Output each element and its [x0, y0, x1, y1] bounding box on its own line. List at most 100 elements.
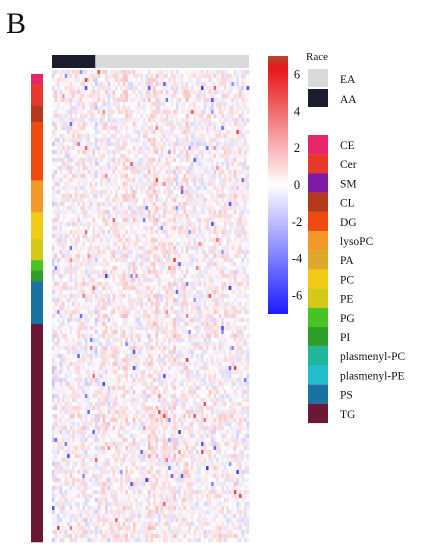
heatmap-cell — [110, 302, 113, 307]
heatmap-cell — [170, 242, 174, 247]
heatmap-cell — [132, 146, 136, 151]
heatmap-cell — [198, 98, 202, 103]
heatmap-cell — [178, 286, 182, 291]
heatmap-cell — [67, 122, 70, 127]
heatmap-cell — [79, 210, 83, 215]
heatmap-cell — [195, 158, 199, 163]
heatmap-cell — [92, 198, 96, 203]
heatmap-cell — [102, 106, 106, 111]
heatmap-cell — [110, 274, 113, 279]
heatmap-cell — [183, 134, 187, 139]
heatmap-cell — [84, 74, 88, 79]
heatmap-cell — [208, 314, 212, 319]
heatmap-cell — [92, 126, 96, 131]
heatmap-cell — [168, 98, 171, 103]
heatmap-cell — [231, 274, 235, 279]
heatmap-cell — [226, 298, 230, 303]
heatmap-cell — [117, 238, 121, 243]
heatmap-cell — [206, 234, 209, 239]
heatmap-cell — [115, 222, 118, 227]
heatmap-cell — [233, 86, 237, 91]
heatmap-cell — [223, 74, 227, 79]
heatmap-cell — [198, 322, 202, 327]
heatmap-cell — [150, 314, 154, 319]
heatmap-cell — [208, 218, 212, 223]
heatmap-cell — [241, 138, 245, 143]
heatmap-cell — [233, 226, 237, 231]
heatmap-cell — [170, 210, 174, 215]
heatmap-cell — [160, 314, 164, 319]
heatmap-cell — [57, 206, 60, 211]
heatmap-cell — [145, 302, 149, 307]
heatmap-cell — [158, 274, 161, 279]
heatmap-cell — [125, 166, 129, 171]
heatmap-cell — [62, 82, 65, 87]
heatmap-cell — [223, 102, 227, 107]
heatmap-cell — [153, 70, 156, 75]
heatmap-cell — [59, 186, 63, 191]
heatmap-cell — [213, 154, 217, 159]
heatmap-cell — [185, 186, 189, 191]
heatmap-cell — [105, 142, 108, 147]
heatmap-cell — [185, 198, 189, 203]
heatmap-cell — [74, 278, 78, 283]
heatmap-cell — [102, 190, 106, 195]
heatmap-cell — [188, 314, 192, 319]
heatmap-cell — [211, 210, 214, 215]
heatmap-cell — [74, 254, 78, 259]
heatmap-cell — [233, 306, 237, 311]
heatmap-cell — [110, 278, 113, 283]
heatmap-cell — [208, 254, 212, 259]
heatmap-cell — [79, 162, 83, 167]
heatmap-cell — [243, 170, 247, 175]
heatmap-cell — [150, 226, 154, 231]
heatmap-cell — [74, 90, 78, 95]
heatmap-cell — [120, 130, 123, 135]
heatmap-cell — [211, 206, 214, 211]
heatmap-cell — [142, 198, 146, 203]
heatmap-cell — [105, 230, 108, 235]
heatmap-cell — [84, 114, 88, 119]
heatmap-cell — [190, 94, 194, 99]
heatmap-cell — [155, 98, 159, 103]
heatmap-cell — [163, 250, 166, 255]
heatmap-cell — [216, 218, 219, 223]
heatmap-cell — [160, 318, 164, 323]
heatmap-cell — [54, 142, 58, 147]
heatmap-cell — [147, 94, 151, 99]
heatmap-cell — [127, 306, 131, 311]
heatmap-cell — [140, 302, 144, 307]
heatmap-cell — [127, 126, 131, 131]
heatmap-cell — [241, 310, 245, 315]
heatmap-cell — [135, 130, 139, 135]
heatmap-cell — [160, 78, 164, 83]
heatmap-cell — [147, 70, 151, 75]
heatmap-cell — [213, 134, 217, 139]
heatmap-cell — [160, 122, 164, 127]
heatmap-cell — [243, 306, 247, 311]
heatmap-cell — [153, 166, 156, 171]
heatmap-cell — [195, 150, 199, 155]
heatmap-cell — [155, 142, 159, 147]
heatmap-cell — [84, 230, 88, 235]
heatmap-cell — [54, 166, 58, 171]
heatmap-cell — [175, 166, 179, 171]
heatmap-cell — [54, 158, 58, 163]
heatmap-cell — [130, 146, 134, 151]
heatmap-cell — [226, 146, 230, 151]
heatmap-cell — [153, 90, 156, 95]
heatmap-cell — [158, 166, 161, 171]
heatmap-cell — [140, 166, 144, 171]
heatmap-cell — [243, 110, 247, 115]
heatmap-cell — [243, 250, 247, 255]
heatmap-cell — [241, 110, 245, 115]
heatmap-cell — [137, 74, 141, 79]
heatmap-cell — [67, 138, 70, 143]
heatmap-cell — [67, 86, 70, 91]
heatmap-cell — [150, 122, 154, 127]
heatmap-cell — [165, 254, 169, 259]
heatmap-cell — [201, 154, 204, 159]
heatmap-cell — [201, 222, 204, 227]
heatmap-cell — [203, 222, 207, 227]
heatmap-cell — [74, 118, 78, 123]
